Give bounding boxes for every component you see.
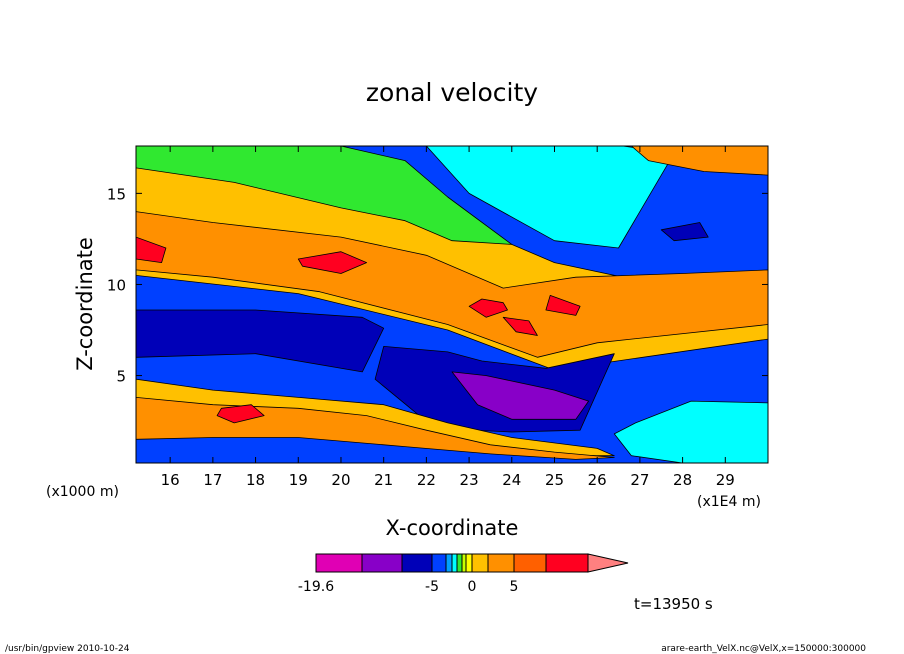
y-tick-label: 5: [116, 368, 126, 386]
contour-region: [451, 371, 589, 420]
plot-area: [136, 146, 768, 463]
colorbar-swatch: [361, 553, 403, 573]
x-tick-label: 19: [289, 471, 308, 489]
plot-frame: [135, 145, 769, 464]
colorbar-tick-label: -5: [425, 579, 439, 595]
colorbar-tick-label: 0: [468, 579, 477, 595]
x-tick-label: 23: [460, 471, 479, 489]
contour-region: [297, 251, 368, 274]
colorbar-tick-label: -19.6: [298, 579, 334, 595]
x-tick-label: 28: [673, 471, 692, 489]
contour-region: [631, 146, 768, 176]
x-tick-label: 29: [716, 471, 735, 489]
colorbar: -19.6 -5 0 5: [298, 553, 629, 595]
y-unit-label: (x1000 m): [46, 484, 119, 500]
x-tick-label: 21: [374, 471, 393, 489]
colorbar-swatch: [451, 553, 458, 573]
colorbar-swatch: [471, 553, 489, 573]
colorbar-swatch: [461, 553, 467, 573]
contour-region: [468, 298, 508, 318]
contour-region: [216, 404, 265, 424]
colorbar-swatch: [465, 553, 473, 573]
contour-region: [545, 294, 581, 316]
contour-region: [136, 146, 513, 245]
contour-region: [613, 400, 768, 463]
colorbar-swatch: [487, 553, 515, 573]
x-tick-label: 24: [502, 471, 521, 489]
contour-region: [502, 316, 538, 336]
contour-region: [136, 211, 768, 358]
y-axis-label: Z-coordinate: [73, 237, 97, 371]
colorbar-swatch: [445, 553, 453, 573]
contour-region: [136, 236, 167, 264]
x-tick-label: 27: [630, 471, 649, 489]
contour-region: [660, 222, 709, 242]
x-tick-label: 22: [417, 471, 436, 489]
x-tick-label: 18: [246, 471, 265, 489]
x-axis-label: X-coordinate: [386, 516, 519, 540]
x-tick-label: 16: [161, 471, 180, 489]
x-axis: 16 17 18 19 20 21 22 23 24 25 26 27 28 29: [161, 146, 735, 489]
y-axis: 5 10 15: [107, 185, 768, 386]
file-info: arare-earth_VelX.nc@VelX,x=150000:300000: [661, 644, 866, 654]
colorbar-swatch: [513, 553, 547, 573]
x-tick-label: 25: [545, 471, 564, 489]
y-tick-label: 10: [107, 276, 126, 294]
x-tick-label: 26: [588, 471, 607, 489]
colorbar-tick-label: 5: [510, 579, 519, 595]
program-info: /usr/bin/gpview 2010-10-24: [5, 644, 130, 654]
contour-region: [425, 146, 675, 249]
colorbar-swatch: [401, 553, 433, 573]
time-stamp: t=13950 s: [634, 595, 713, 613]
colorbar-swatch: [456, 553, 463, 573]
colorbar-extension-arrow: [587, 553, 629, 573]
chart-title: zonal velocity: [366, 78, 538, 107]
x-unit-label: (x1E4 m): [697, 494, 761, 510]
colorbar-swatch: [431, 553, 447, 573]
y-tick-label: 15: [107, 185, 126, 203]
x-tick-label: 17: [203, 471, 222, 489]
colorbar-swatch: [545, 553, 589, 573]
contour-region: [136, 309, 385, 373]
x-tick-label: 20: [331, 471, 350, 489]
colorbar-swatch: [315, 553, 363, 573]
